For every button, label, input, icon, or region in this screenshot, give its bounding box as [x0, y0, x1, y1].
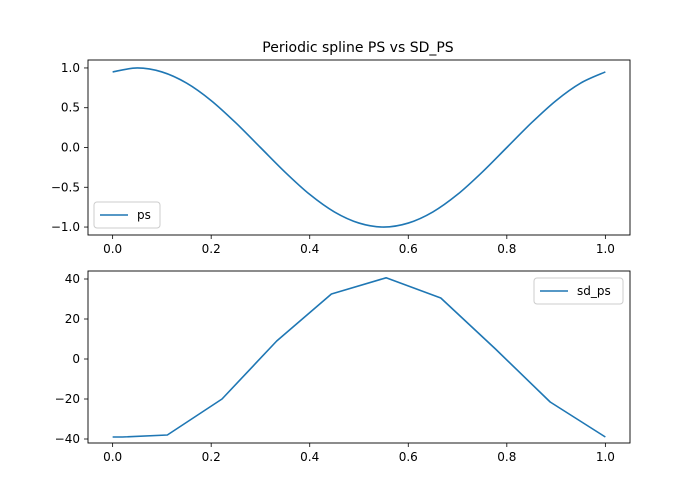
x-tick-label: 0.4 [300, 242, 319, 256]
legend-label-sd_ps: sd_ps [577, 284, 611, 298]
legend: sd_ps [533, 277, 624, 305]
y-tick-label: 20 [65, 312, 80, 326]
y-tick-label: 0 [72, 352, 80, 366]
x-tick-label: 0.0 [103, 450, 122, 464]
legend-label-ps: ps [137, 208, 151, 222]
series-line-ps [112, 67, 606, 228]
y-tick-label: −0.5 [51, 180, 80, 194]
x-tick-label: 0.6 [399, 450, 418, 464]
y-tick-label: −1.0 [51, 220, 80, 234]
y-tick-label: −40 [55, 432, 80, 446]
y-tick-label: 1.0 [61, 61, 80, 75]
legend-box [533, 277, 624, 305]
x-tick-label: 1.0 [596, 242, 615, 256]
series-line-sd_ps [112, 277, 606, 438]
y-tick-label: 40 [65, 272, 80, 286]
y-tick-label: 0.0 [61, 141, 80, 155]
y-tick-label: 0.5 [61, 101, 80, 115]
top-subplot: Periodic spline PS vs SD_PS 0.0 0.2 0.4 0.6… [51, 40, 631, 256]
x-tick-label: 0.0 [103, 242, 122, 256]
x-tick-label: 1.0 [596, 450, 615, 464]
x-tick-label: 0.8 [497, 450, 516, 464]
axes-frame [87, 270, 631, 444]
legend: ps [93, 201, 161, 229]
chart-title: Periodic spline PS vs SD_PS [262, 40, 454, 56]
x-tick-label: 0.6 [399, 242, 418, 256]
x-tick-label: 0.8 [497, 242, 516, 256]
x-tick-label: 0.2 [202, 450, 221, 464]
x-tick-label: 0.2 [202, 242, 221, 256]
bottom-subplot: 0.0 0.2 0.4 0.6 0.8 1.0 40 20 0 −20 −40 sd_ps [55, 270, 631, 464]
y-tick-label: −20 [55, 392, 80, 406]
x-tick-label: 0.4 [300, 450, 319, 464]
